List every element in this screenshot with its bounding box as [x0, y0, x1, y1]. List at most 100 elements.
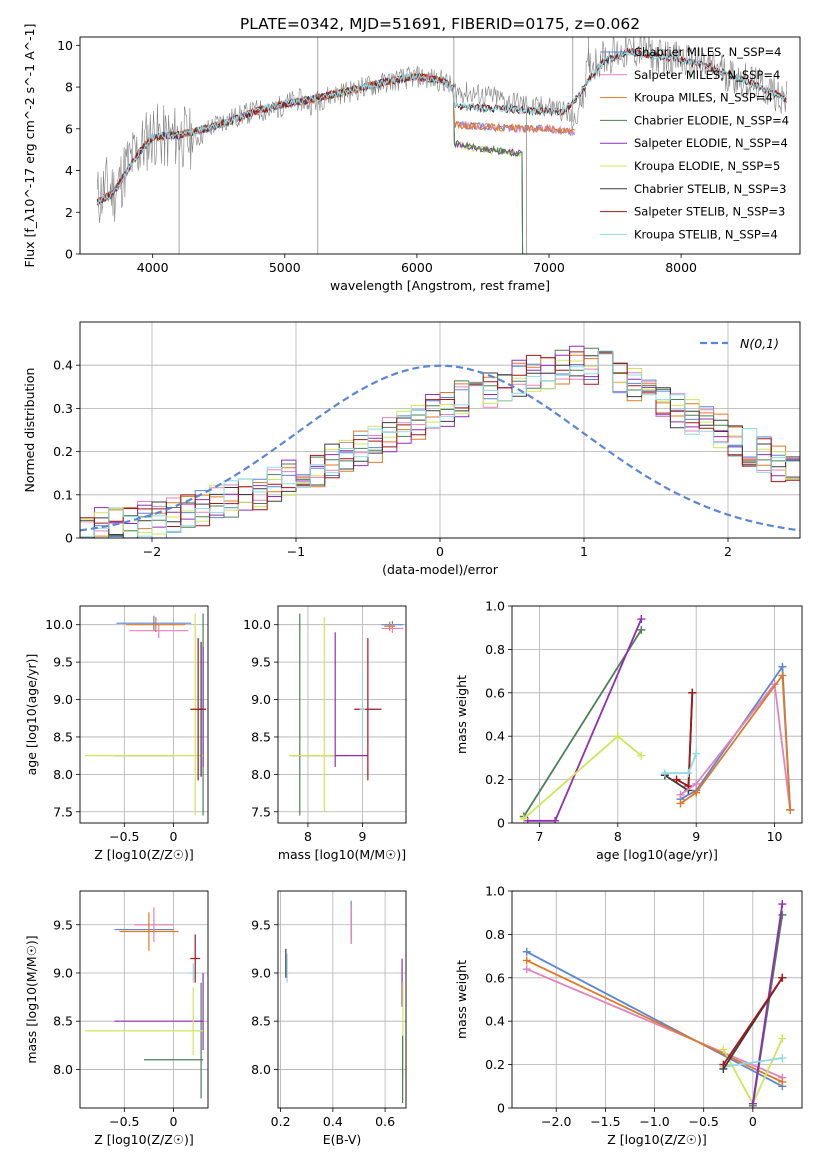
- errorbar-point: [119, 912, 179, 951]
- y-tick-label: 10.0: [45, 617, 73, 632]
- axes-frame: [511, 605, 803, 824]
- y-axis-label: age [log10(age/yr)]: [24, 654, 39, 776]
- x-tick-label: −1.5: [590, 1114, 620, 1129]
- weight-marker: [684, 769, 693, 778]
- y-tick-label: 9.5: [251, 655, 271, 670]
- y-tick-label: 8.5: [251, 729, 271, 744]
- x-tick-label: 4000: [137, 260, 169, 275]
- y-tick-label: 10.0: [243, 617, 271, 632]
- y-tick-label: 9.0: [53, 692, 73, 707]
- y-tick-label: 7.5: [251, 804, 271, 819]
- x-tick-label: 5000: [269, 260, 301, 275]
- weight-marker: [551, 816, 560, 823]
- weight-marker: [637, 615, 646, 624]
- y-tick-label: 0.2: [485, 772, 505, 787]
- y-axis-label: Normed distribution: [22, 368, 37, 493]
- y-tick-label: 7.5: [53, 804, 73, 819]
- age-vs-mass-panel: 8 9 7.5 8.0 8.5 9.0 9.5 10.0 mass [log10(M/M☉)]: [243, 605, 407, 862]
- y-tick-label: 9.5: [251, 917, 271, 932]
- plot-area: [288, 613, 404, 816]
- weight-marker: [688, 688, 697, 697]
- errorbar-point: [134, 907, 174, 943]
- x-tick-label: 0: [436, 544, 444, 559]
- weight-marker: [613, 732, 622, 741]
- weight-marker: [719, 1060, 728, 1069]
- x-tick-label: 1: [580, 544, 588, 559]
- y-tick-label: 8.0: [251, 767, 271, 782]
- errorbar-point: [190, 638, 207, 781]
- x-tick-label: −0.5: [109, 1114, 139, 1129]
- y-tick-label: 8.5: [251, 1014, 271, 1029]
- x-tick-label: −2: [143, 544, 161, 559]
- grid: [80, 891, 208, 1108]
- weight-line: [751, 903, 784, 1104]
- y-tick-label: 0: [65, 531, 73, 546]
- weight-marker: [672, 775, 681, 784]
- y-tick-label: 0.4: [485, 1014, 505, 1029]
- y-tick-label: 8: [65, 80, 73, 95]
- figure-title: PLATE=0342, MJD=51691, FIBERID=0175, z=0…: [240, 15, 640, 33]
- x-axis-label: age [log10(age/yr)]: [596, 847, 718, 862]
- plot-area: [96, 37, 788, 254]
- y-tick-label: 6: [65, 121, 73, 136]
- y-tick-label: 4: [65, 163, 73, 178]
- weight-marker: [719, 1045, 728, 1054]
- y-tick-label: 10: [57, 38, 73, 53]
- weight-marker: [637, 751, 646, 760]
- axes-frame: [511, 890, 803, 1109]
- weight-line: [523, 629, 643, 817]
- weight-marker: [522, 956, 531, 965]
- mass-vs-metallicity-panel: −0.5 0 8.0 8.5 9.0 9.5 Z [log10(Z/Z☉)] mass [lo…: [24, 890, 209, 1147]
- errorbar-point: [129, 623, 189, 639]
- weight-marker: [692, 788, 701, 797]
- weight-marker: [778, 1034, 787, 1043]
- x-tick-label: −1: [287, 544, 305, 559]
- y-tick-label: 9.5: [53, 917, 73, 932]
- y-axis-label: Flux [f_λ10^-17 erg cm^-2 s^-1 A^-1]: [22, 24, 37, 268]
- y-tick-label: 0.2: [53, 444, 73, 459]
- y-tick-label: 0.2: [485, 1057, 505, 1072]
- legend-label: Kroupa MILES, N_SSP=4: [634, 91, 773, 105]
- y-axis-label: mass weight: [454, 675, 469, 754]
- weight-line: [526, 968, 783, 1079]
- y-tick-label: 8.0: [251, 1062, 271, 1077]
- y-tick-label: 9.0: [53, 965, 73, 980]
- x-tick-label: −1.0: [639, 1114, 669, 1129]
- normal-distribution-curve: [80, 364, 800, 532]
- grid: [80, 322, 800, 539]
- y-tick-label: 1.0: [485, 599, 505, 614]
- y-tick-label: 9.0: [251, 965, 271, 980]
- weight-marker: [778, 900, 787, 909]
- histogram-kroupa-stelib: [80, 350, 800, 538]
- y-tick-label: 9.0: [251, 692, 271, 707]
- axes-frame: [79, 36, 801, 255]
- y-axis-label: mass weight: [454, 960, 469, 1039]
- weight-line: [723, 1057, 783, 1068]
- weight-line: [523, 735, 642, 820]
- spectrum-panel: 4000 5000 6000 7000 8000 0 2 4 6 8 10 wavelength [A…: [22, 24, 801, 293]
- y-tick-label: 8.0: [53, 767, 73, 782]
- weight-marker: [676, 790, 685, 799]
- legend-label: Chabrier ELODIE, N_SSP=4: [634, 113, 789, 127]
- y-tick-label: 0: [497, 1101, 505, 1116]
- weight-marker: [692, 749, 701, 758]
- plot-area: [84, 907, 204, 1099]
- errorbar-point: [126, 617, 186, 633]
- axes-frame: [79, 605, 209, 824]
- x-axis-label: Z [log10(Z/Z☉)]: [607, 1132, 707, 1147]
- grid: [80, 606, 208, 823]
- y-tick-label: 0.4: [485, 729, 505, 744]
- x-tick-label: −0.5: [689, 1114, 719, 1129]
- y-tick-label: 1.0: [485, 884, 505, 899]
- y-tick-label: 8.5: [53, 729, 73, 744]
- x-axis-label: wavelength [Angstrom, rest frame]: [330, 278, 550, 293]
- weight-marker: [778, 1077, 787, 1086]
- y-axis-label: mass [log10(M/M☉)]: [24, 935, 39, 1063]
- plot-area: [285, 900, 404, 1104]
- plot-area: [80, 345, 800, 538]
- weight-marker: [522, 947, 531, 956]
- x-tick-label: 8: [304, 829, 312, 844]
- x-tick-label: 7000: [533, 260, 565, 275]
- legend-label: Kroupa STELIB, N_SSP=4: [634, 227, 778, 241]
- weight-line: [664, 753, 698, 774]
